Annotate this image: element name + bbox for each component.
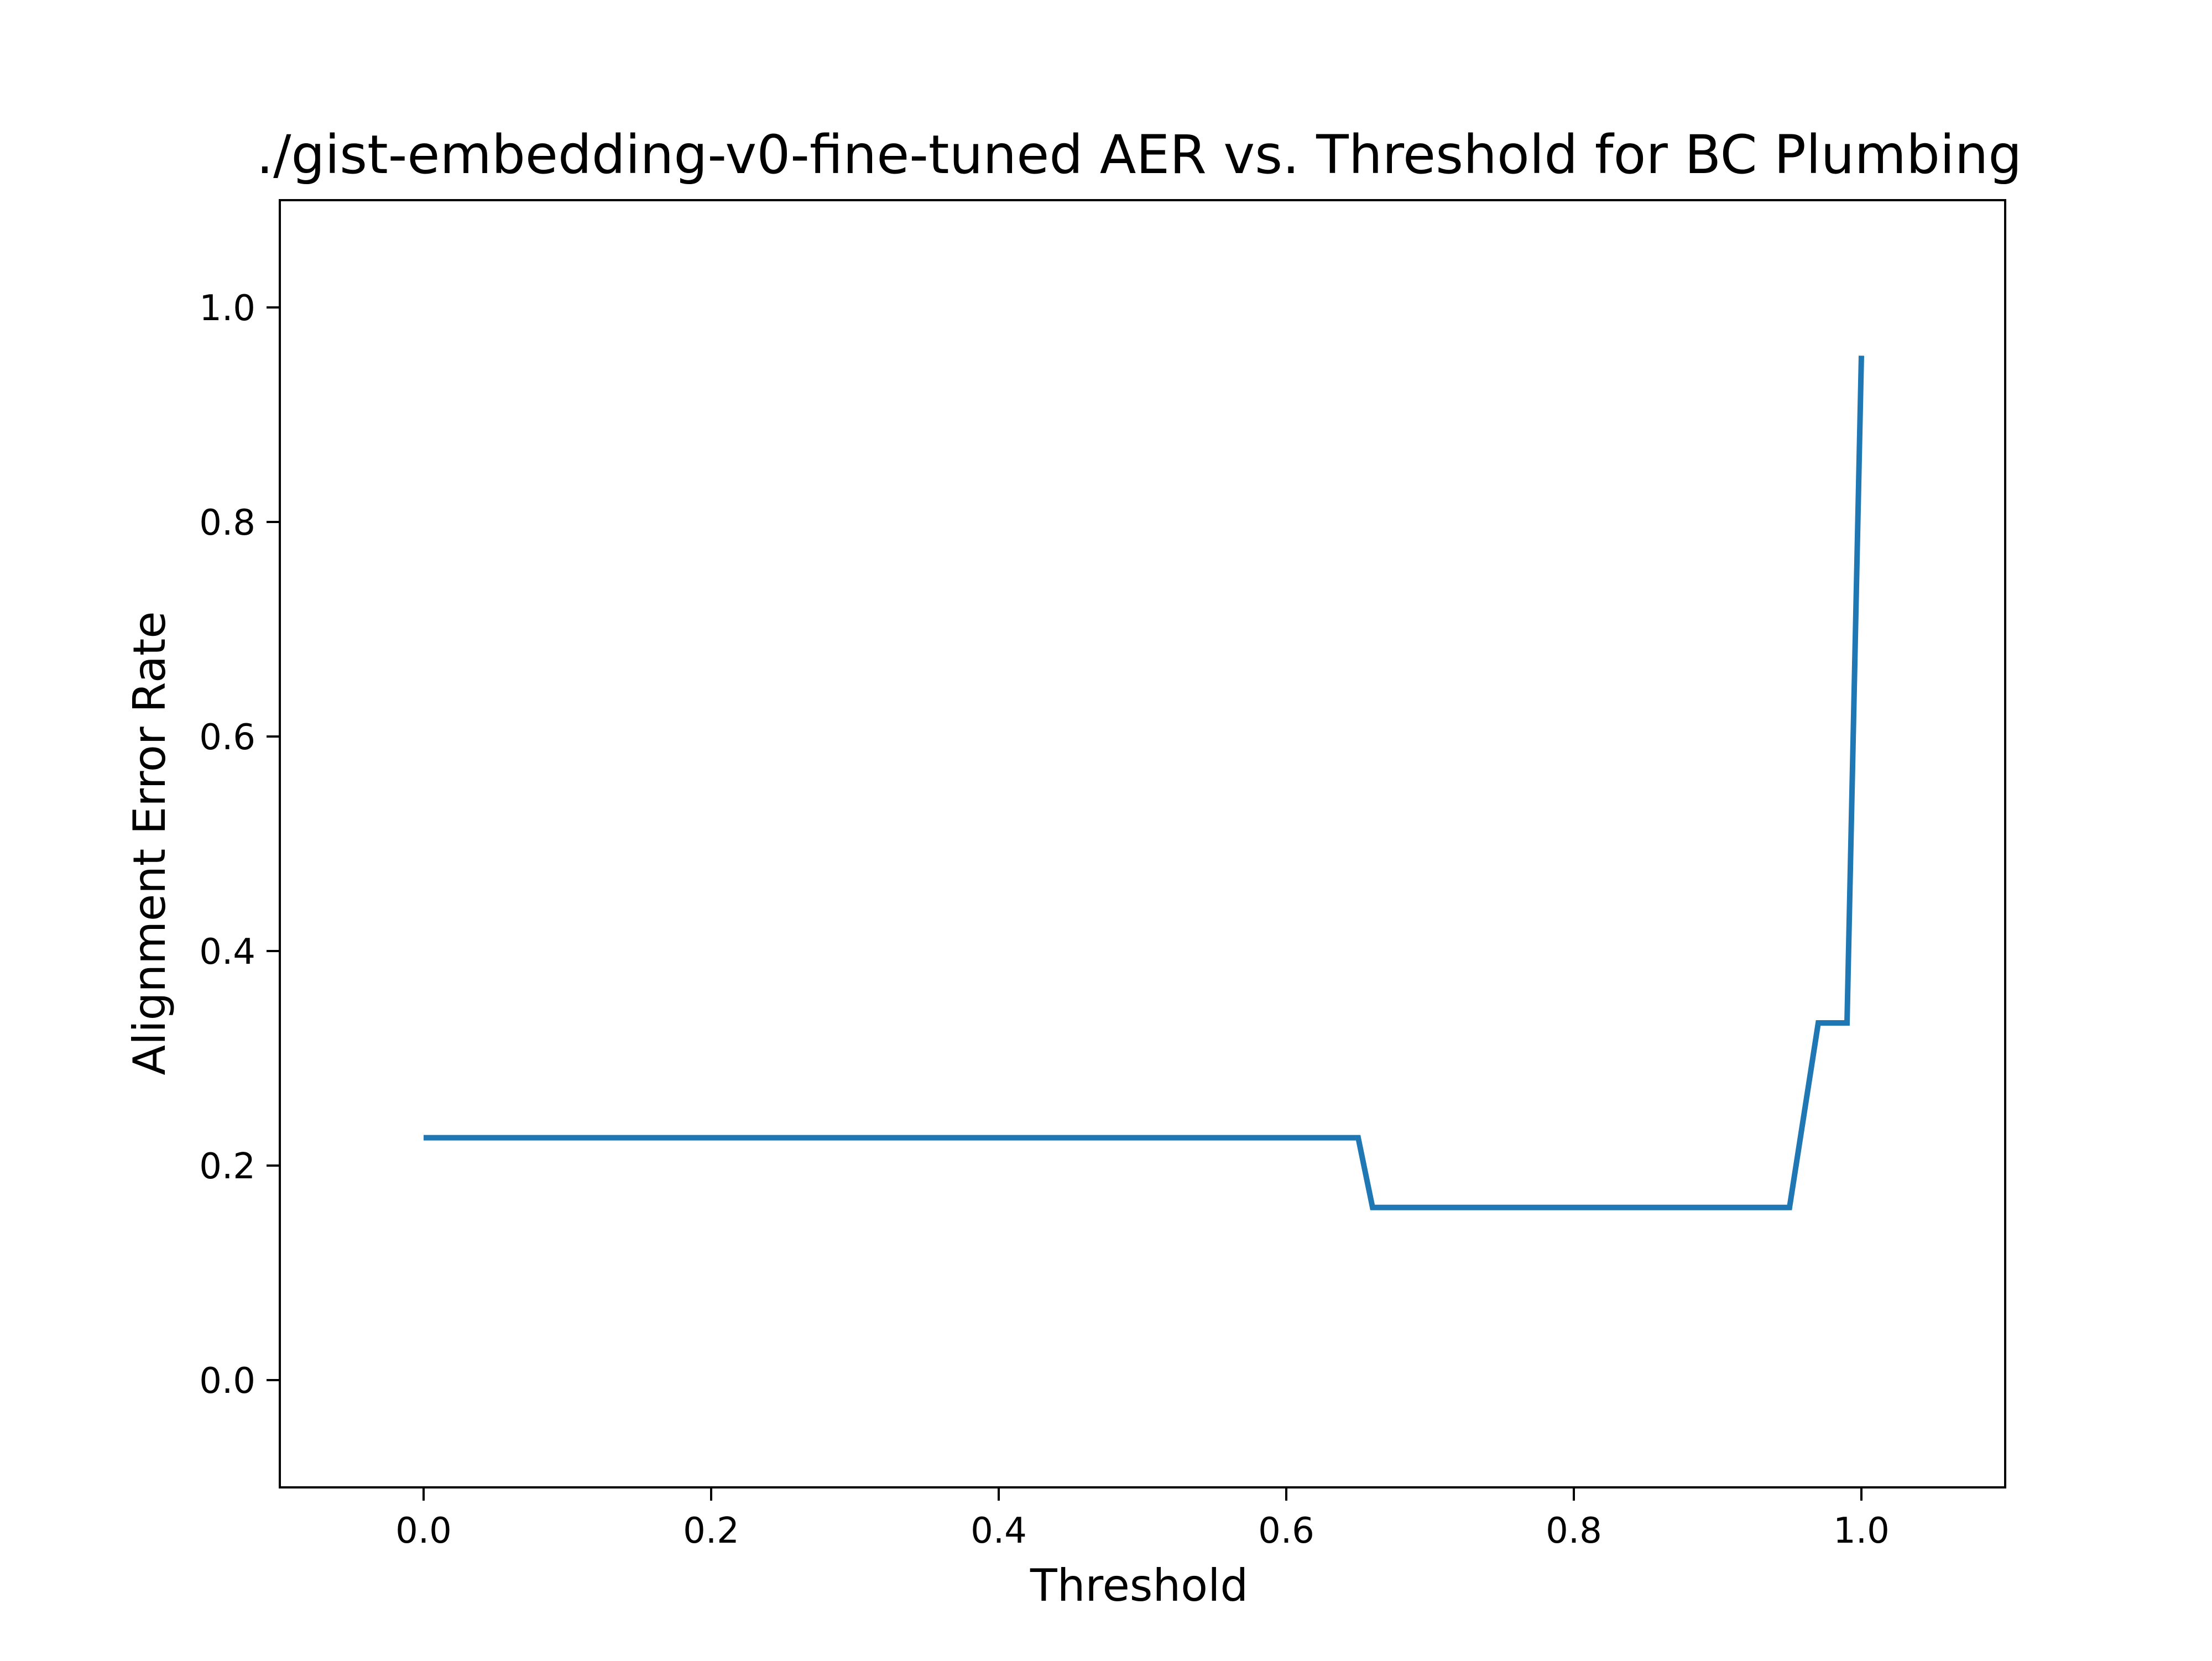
plot-frame [279,199,2006,1488]
y-axis-label: Alignment Error Rate [124,611,175,1075]
x-tick-label: 0.6 [1258,1511,1314,1552]
x-tick-label: 1.0 [1833,1511,1890,1552]
y-tick-label: 0.4 [199,932,255,973]
plot-layer: 0.0 0.2 0.4 0.6 0.8 1.0 0.0 0.2 0.4 0.6 0.8 1.0 [199,199,2006,1552]
chart-title: ./gist-embedding-v0-fine-tuned AER vs. T… [257,124,2022,186]
y-tick-label: 0.0 [199,1361,255,1402]
series-line-0 [424,356,1864,1210]
x-axis-label: Threshold [1030,1560,1248,1611]
y-tick-label: 1.0 [199,288,255,329]
y-tick-label: 0.2 [199,1146,255,1187]
x-tick-label: 0.2 [683,1511,739,1552]
x-tick-label: 0.4 [971,1511,1027,1552]
x-tick-label: 0.0 [395,1511,452,1552]
x-tick-label: 0.8 [1546,1511,1602,1552]
y-tick-label: 0.8 [199,503,255,544]
y-tick-label: 0.6 [199,717,255,758]
